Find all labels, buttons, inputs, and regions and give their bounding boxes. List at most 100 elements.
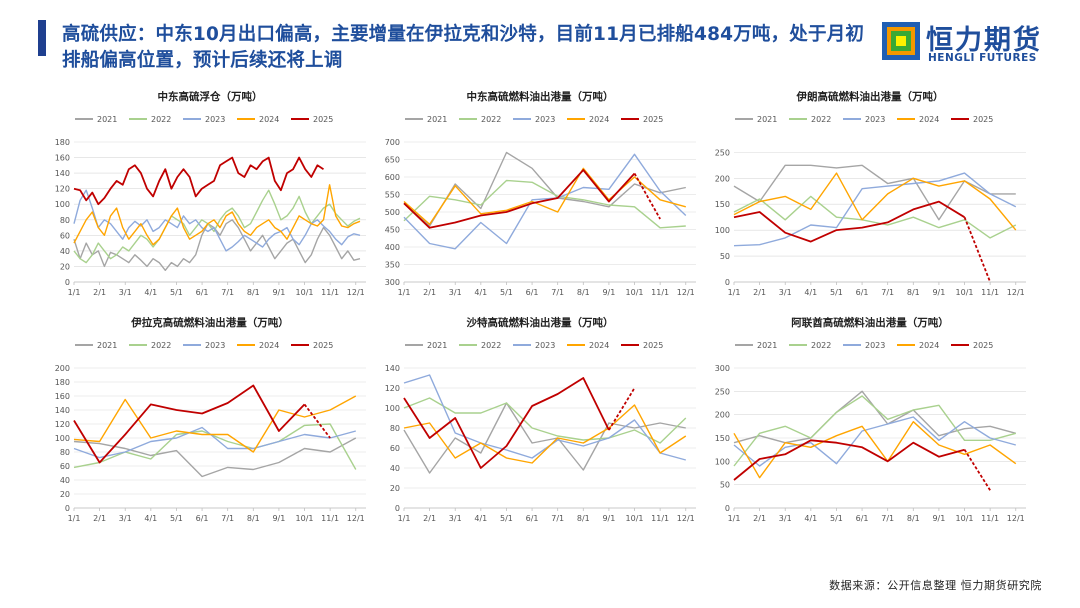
x-tick-label: 11/1 xyxy=(651,288,669,296)
y-tick-label: 550 xyxy=(385,191,400,200)
data-source-note: 数据来源：公开信息整理 恒力期货研究院 xyxy=(829,579,1042,592)
y-tick-label: 500 xyxy=(385,208,400,217)
x-tick-label: 4/1 xyxy=(144,288,157,296)
series-line-2021 xyxy=(73,437,357,478)
series-line-2022 xyxy=(733,395,1016,467)
legend-label-2022: 2022 xyxy=(811,341,831,350)
y-tick-label: 150 xyxy=(715,434,730,443)
series-line-2025 xyxy=(403,169,636,229)
x-tick-label: 11/1 xyxy=(981,288,999,296)
y-tick-label: 250 xyxy=(715,387,730,396)
series-line-2024 xyxy=(733,172,1017,231)
legend-label-2025: 2025 xyxy=(973,341,993,350)
legend-label-2024: 2024 xyxy=(919,115,939,124)
x-tick-label: 7/1 xyxy=(221,514,234,522)
x-tick-label: 2/1 xyxy=(93,514,106,522)
x-tick-label: 2/1 xyxy=(423,288,436,296)
legend-label-2021: 2021 xyxy=(427,115,447,124)
x-tick-label: 1/1 xyxy=(728,514,741,522)
series-line-2025 xyxy=(733,200,965,243)
legend-label-2024: 2024 xyxy=(589,115,609,124)
x-tick-label: 6/1 xyxy=(526,288,539,296)
y-tick-label: 350 xyxy=(385,261,400,270)
x-tick-label: 9/1 xyxy=(932,288,945,296)
x-tick-label: 6/1 xyxy=(196,514,209,522)
x-tick-label: 1/1 xyxy=(68,514,81,522)
title-accent-bar xyxy=(38,20,46,56)
series-line-2024 xyxy=(403,404,687,464)
x-tick-label: 8/1 xyxy=(247,288,260,296)
x-tick-label: 4/1 xyxy=(144,514,157,522)
y-tick-label: 140 xyxy=(55,169,70,178)
x-tick-label: 10/1 xyxy=(296,514,314,522)
series-line-2025 xyxy=(403,377,610,469)
chart-svg: 中东高硫燃料油出港量（万吨） 2021 2022 2023 2024 2025 300 350… xyxy=(385,90,696,296)
x-tick-label: 12/1 xyxy=(347,288,365,296)
x-tick-label: 11/1 xyxy=(651,514,669,522)
series-line-2021 xyxy=(73,219,361,272)
x-tick-label: 12/1 xyxy=(677,288,695,296)
x-tick-label: 10/1 xyxy=(626,514,644,522)
y-tick-label: 650 xyxy=(385,156,400,165)
x-tick-label: 6/1 xyxy=(526,514,539,522)
x-tick-label: 9/1 xyxy=(272,288,285,296)
chart-middle-east-exports: 中东高硫燃料油出港量（万吨） 2021 2022 2023 2024 2025 300 350… xyxy=(370,86,710,296)
x-tick-label: 8/1 xyxy=(247,514,260,522)
chart-svg: 伊朗高硫燃料油出港量（万吨） 2021 2022 2023 2024 2025 0 50 100… xyxy=(715,90,1026,296)
series-line-2024 xyxy=(733,420,1017,479)
x-tick-label: 6/1 xyxy=(196,288,209,296)
y-tick-label: 20 xyxy=(60,262,70,271)
x-tick-label: 6/1 xyxy=(856,514,869,522)
y-tick-label: 0 xyxy=(65,278,70,287)
x-tick-label: 2/1 xyxy=(93,288,106,296)
y-tick-label: 140 xyxy=(385,364,400,373)
y-tick-label: 200 xyxy=(715,174,730,183)
legend-label-2021: 2021 xyxy=(97,341,117,350)
x-tick-label: 8/1 xyxy=(577,288,590,296)
legend-label-2024: 2024 xyxy=(259,341,279,350)
x-tick-label: 11/1 xyxy=(321,288,339,296)
x-tick-label: 4/1 xyxy=(474,514,487,522)
y-tick-label: 80 xyxy=(390,424,400,433)
x-tick-label: 1/1 xyxy=(398,288,411,296)
series-line-2021 xyxy=(403,402,686,474)
series-line-2024 xyxy=(73,184,361,246)
x-tick-label: 8/1 xyxy=(577,514,590,522)
x-tick-label: 9/1 xyxy=(602,514,615,522)
y-tick-label: 150 xyxy=(715,200,730,209)
x-tick-label: 12/1 xyxy=(1007,288,1025,296)
y-tick-label: 120 xyxy=(55,185,70,194)
legend-label-2022: 2022 xyxy=(811,115,831,124)
x-tick-label: 3/1 xyxy=(119,514,132,522)
x-tick-label: 4/1 xyxy=(804,288,817,296)
y-tick-label: 60 xyxy=(60,231,70,240)
y-tick-label: 0 xyxy=(725,278,730,287)
y-tick-label: 200 xyxy=(715,411,730,420)
y-tick-label: 180 xyxy=(55,378,70,387)
chart-saudi-exports: 沙特高硫燃料油出港量（万吨） 2021 2022 2023 2024 2025 0 20 40 6… xyxy=(370,312,710,522)
y-tick-label: 250 xyxy=(715,148,730,157)
series-line-2021 xyxy=(733,390,1016,444)
series-line-2022 xyxy=(73,423,357,470)
y-tick-label: 160 xyxy=(55,154,70,163)
x-tick-label: 5/1 xyxy=(500,514,513,522)
x-tick-label: 4/1 xyxy=(474,288,487,296)
y-tick-label: 180 xyxy=(55,138,70,147)
y-tick-label: 300 xyxy=(385,278,400,287)
x-tick-label: 8/1 xyxy=(907,288,920,296)
x-tick-label: 7/1 xyxy=(221,288,234,296)
legend-label-2025: 2025 xyxy=(643,115,663,124)
series-line-2023 xyxy=(403,153,687,250)
legend-label-2023: 2023 xyxy=(865,341,885,350)
legend-label-2022: 2022 xyxy=(481,115,501,124)
logo-name-en: HENGLI FUTURES xyxy=(928,52,1037,64)
x-tick-label: 2/1 xyxy=(423,514,436,522)
series-line-2025 xyxy=(73,156,324,206)
x-tick-label: 5/1 xyxy=(830,288,843,296)
legend-label-2023: 2023 xyxy=(205,115,225,124)
x-tick-label: 2/1 xyxy=(753,288,766,296)
chart-title: 阿联酋高硫燃料油出港量（万吨） xyxy=(791,316,949,329)
x-tick-label: 11/1 xyxy=(321,514,339,522)
series-line-2024 xyxy=(73,395,357,453)
x-tick-label: 6/1 xyxy=(856,288,869,296)
